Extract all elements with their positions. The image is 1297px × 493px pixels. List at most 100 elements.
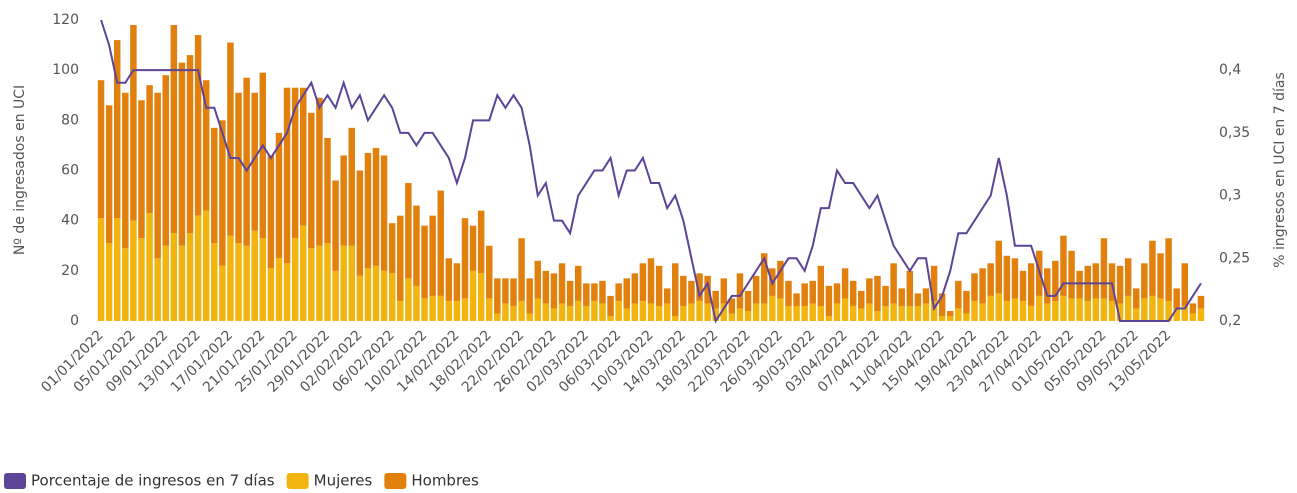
- bar: [534, 298, 542, 321]
- bar: [1141, 263, 1148, 299]
- bar: [202, 210, 210, 321]
- bar: [833, 283, 841, 304]
- bar: [550, 308, 558, 321]
- bar: [615, 300, 622, 321]
- bar: [146, 85, 153, 214]
- bar: [858, 308, 865, 321]
- bar: [494, 278, 501, 314]
- y-tick-label: 80: [61, 112, 79, 128]
- bar: [211, 127, 218, 244]
- bar: [720, 303, 728, 321]
- bar: [542, 270, 550, 304]
- bar: [1181, 305, 1189, 321]
- bar: [397, 300, 404, 321]
- bar: [963, 290, 970, 314]
- bar: [227, 42, 234, 236]
- bar: [154, 258, 161, 321]
- bar: [607, 295, 614, 316]
- bar: [639, 300, 647, 321]
- bar: [113, 40, 121, 219]
- y-tick-label: 120: [52, 12, 79, 28]
- bar: [639, 263, 647, 301]
- bar: [574, 265, 582, 301]
- y-axis-title: Nº de ingresados en UCI: [12, 85, 28, 255]
- bar: [599, 280, 606, 304]
- y2-tick-label: 0,25: [1219, 250, 1250, 266]
- bar: [324, 243, 331, 321]
- bar: [955, 308, 962, 321]
- bar: [170, 233, 178, 321]
- bar: [704, 275, 711, 304]
- bar: [259, 72, 267, 239]
- bar: [1019, 270, 1027, 301]
- bar: [752, 303, 760, 321]
- bar: [1173, 308, 1180, 321]
- bar: [793, 305, 800, 321]
- bar: [356, 275, 364, 321]
- bar: [623, 308, 630, 321]
- bar: [299, 87, 307, 226]
- bar: [914, 305, 922, 321]
- bar: [275, 258, 283, 321]
- bar: [243, 245, 250, 321]
- bar: [405, 278, 412, 321]
- y2-tick-label: 0,4: [1219, 62, 1241, 78]
- bar: [712, 308, 719, 321]
- bar: [308, 248, 315, 321]
- bar: [1116, 303, 1124, 321]
- bar: [752, 275, 760, 304]
- bar: [494, 313, 501, 321]
- bar: [817, 305, 825, 321]
- bar: [599, 303, 606, 321]
- bar: [122, 92, 129, 249]
- bar: [469, 270, 477, 321]
- bar: [1044, 303, 1051, 321]
- bar: [728, 313, 736, 321]
- bar: [130, 25, 137, 221]
- bar: [445, 300, 453, 321]
- bar: [138, 100, 145, 239]
- bar: [348, 127, 355, 246]
- bar: [566, 280, 574, 306]
- bar: [971, 273, 978, 301]
- bar: [1189, 303, 1197, 314]
- bar: [760, 253, 768, 304]
- bar: [202, 80, 210, 211]
- bar: [566, 305, 574, 321]
- line: [100, 19, 1202, 324]
- bar: [801, 283, 808, 306]
- bar: [356, 170, 364, 276]
- bar: [316, 245, 323, 321]
- bar: [1124, 258, 1132, 296]
- bar: [736, 273, 744, 309]
- bar: [542, 303, 550, 321]
- bar: [1181, 263, 1189, 306]
- bar: [833, 303, 841, 321]
- bar: [1100, 298, 1108, 321]
- bar: [348, 245, 355, 321]
- bar: [372, 147, 380, 266]
- bar: [672, 315, 679, 321]
- y2-axis-title: % ingresos en UCI en 7 días: [1272, 72, 1288, 268]
- bar: [1197, 308, 1205, 321]
- bar: [647, 303, 655, 321]
- bar: [518, 238, 525, 301]
- bar: [922, 288, 930, 304]
- legend-label: Porcentaje de ingresos en 7 días: [31, 472, 275, 490]
- bar: [291, 238, 299, 321]
- bar: [1011, 258, 1019, 299]
- bar: [655, 265, 663, 306]
- bar: [647, 258, 655, 304]
- bar: [979, 268, 986, 304]
- bar: [1092, 263, 1100, 299]
- bar: [736, 308, 744, 321]
- bar: [243, 77, 250, 246]
- bar: [995, 240, 1003, 294]
- bar: [130, 220, 137, 321]
- bar: [841, 298, 849, 321]
- bar: [777, 260, 784, 299]
- bar: [858, 290, 865, 309]
- bar: [914, 293, 922, 306]
- bar: [1189, 313, 1197, 321]
- bar: [380, 270, 388, 321]
